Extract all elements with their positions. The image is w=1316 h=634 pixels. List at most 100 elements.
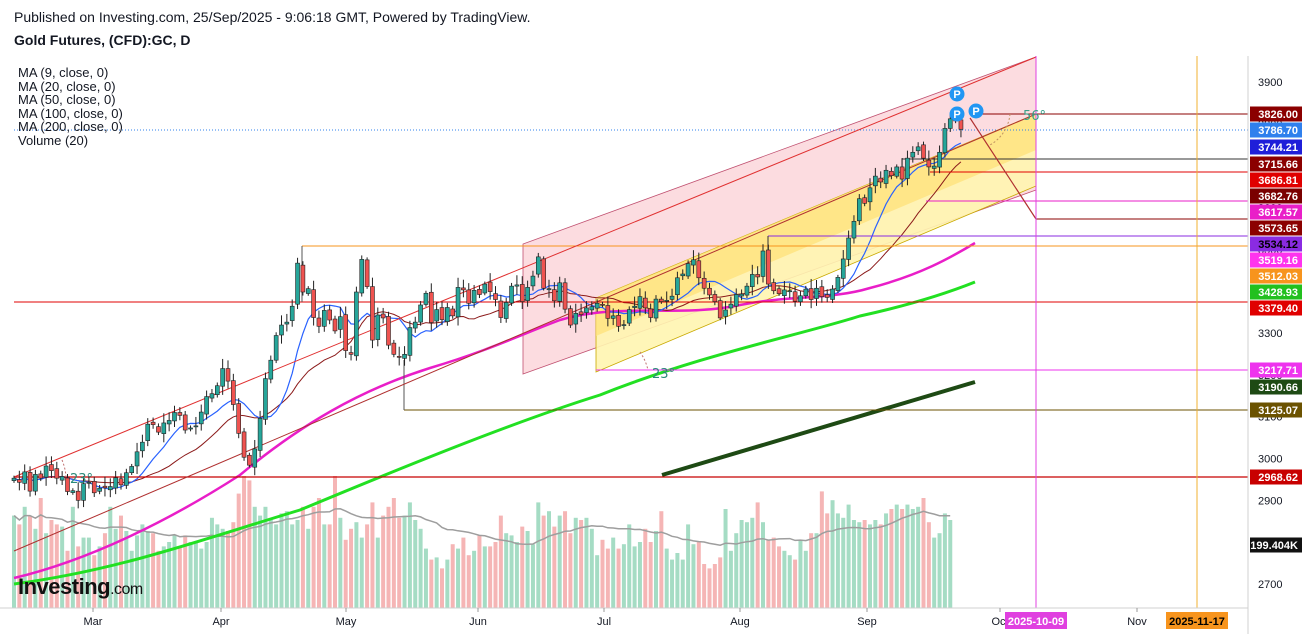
volume-bar <box>547 511 551 608</box>
candle-body <box>49 464 54 471</box>
volume-bar <box>557 515 562 608</box>
moving-averages <box>13 142 976 586</box>
candle-body <box>878 177 884 183</box>
volume-bar <box>686 524 691 608</box>
legend-ma50[interactable]: MA (50, close, 0) <box>18 92 116 108</box>
volume-bar <box>456 548 461 608</box>
candle-body <box>257 418 263 451</box>
chart-title: Gold Futures, (CFD):GC, D <box>14 32 191 48</box>
candle-body <box>150 421 156 425</box>
volume-bar <box>846 504 851 608</box>
candle-body <box>225 368 231 382</box>
volume-bar <box>605 548 610 608</box>
candle-body <box>487 281 493 292</box>
price-tag-label: 3686.81 <box>1258 175 1298 187</box>
legend-ma9[interactable]: MA (9, close, 0) <box>18 65 109 80</box>
volume-bar <box>22 506 27 608</box>
candle-body <box>685 263 691 277</box>
candle-body <box>525 287 530 301</box>
volume-bar <box>359 537 364 608</box>
candle-body <box>268 359 274 380</box>
candle-body <box>626 309 632 324</box>
legend-ma200[interactable]: MA (200, close, 0) <box>18 119 123 135</box>
volume-bar <box>12 515 16 608</box>
price-tag-label: 3379.40 <box>1258 303 1298 315</box>
candle-body <box>835 277 841 291</box>
candle-body <box>370 286 375 341</box>
candle-body <box>348 352 354 355</box>
volume-bar <box>49 520 54 608</box>
volume-bar <box>905 504 910 608</box>
price-tag-label: 3715.66 <box>1258 159 1298 171</box>
y-tick-label: 3000 <box>1258 454 1282 466</box>
candle-body <box>562 282 568 310</box>
candle-body <box>22 471 28 484</box>
volume-bar <box>113 528 118 608</box>
volume-bar <box>102 533 107 608</box>
x-tick-label: Jul <box>597 616 611 628</box>
legend-volume[interactable]: Volume (20) <box>18 132 89 148</box>
volume-bar <box>761 522 765 608</box>
volume-bar <box>707 568 712 608</box>
volume-bar <box>38 498 43 608</box>
volume-bar <box>509 535 514 608</box>
volume-bar <box>300 506 305 608</box>
candle-body <box>188 427 193 430</box>
volume-bar <box>900 509 905 608</box>
candle-body <box>375 314 381 340</box>
angle-arc-2 <box>639 351 649 371</box>
angle-label-2: 23° <box>652 367 675 382</box>
candle-body <box>439 307 445 320</box>
price-tag-label: 3786.70 <box>1258 125 1298 137</box>
volume-bar <box>349 528 354 608</box>
price-tag <box>1250 236 1302 252</box>
price-tag-label: 3190.66 <box>1258 382 1298 394</box>
volume-bar <box>868 524 872 608</box>
volume-bar <box>33 528 38 608</box>
price-tag-label: 3217.71 <box>1258 365 1298 377</box>
candle-body <box>450 308 456 317</box>
candle-body <box>701 277 707 289</box>
indicator-legend: MA (9, close, 0) MA (20, close, 0) MA (5… <box>18 66 123 148</box>
candle-body <box>937 151 942 168</box>
legend-ma20[interactable]: MA (20, close, 0) <box>18 78 116 94</box>
volume-bar <box>948 520 953 608</box>
candle-body <box>819 286 825 297</box>
candle-body <box>696 260 702 279</box>
candle-body <box>830 288 835 300</box>
candle-body <box>113 477 118 489</box>
volume-bar <box>884 513 889 608</box>
candle-body <box>584 307 589 313</box>
volume-bar <box>932 537 937 608</box>
logo-main: Investing <box>18 574 111 599</box>
candle-body <box>782 289 787 296</box>
candle-body <box>798 295 803 303</box>
candle-body <box>161 422 167 434</box>
volume-bar <box>691 544 696 608</box>
volume-bar <box>108 506 113 608</box>
angle-label-1: 23° <box>70 472 93 487</box>
candle-body <box>771 282 777 292</box>
candle-body <box>856 198 862 222</box>
volume-bar <box>718 557 723 608</box>
candle-body <box>664 300 670 302</box>
volume-bar <box>381 515 386 608</box>
candle-body <box>568 308 573 326</box>
candle-body <box>749 274 755 287</box>
volume-bar <box>28 515 33 608</box>
volume-bar <box>819 491 824 608</box>
candle-body <box>509 285 514 304</box>
candle-body <box>118 478 124 486</box>
legend-ma100[interactable]: MA (100, close, 0) <box>18 105 123 121</box>
volume-bar <box>862 520 867 608</box>
candle-body <box>514 284 520 287</box>
angle-arc-1 <box>61 459 67 478</box>
volume-bar <box>894 504 899 608</box>
volume-bar <box>744 522 749 608</box>
candle-body <box>669 295 675 300</box>
volume-bar <box>226 531 230 608</box>
price-tag <box>1250 300 1302 316</box>
price-tag <box>1250 188 1302 204</box>
y-tick-label: 3900 <box>1258 77 1282 89</box>
